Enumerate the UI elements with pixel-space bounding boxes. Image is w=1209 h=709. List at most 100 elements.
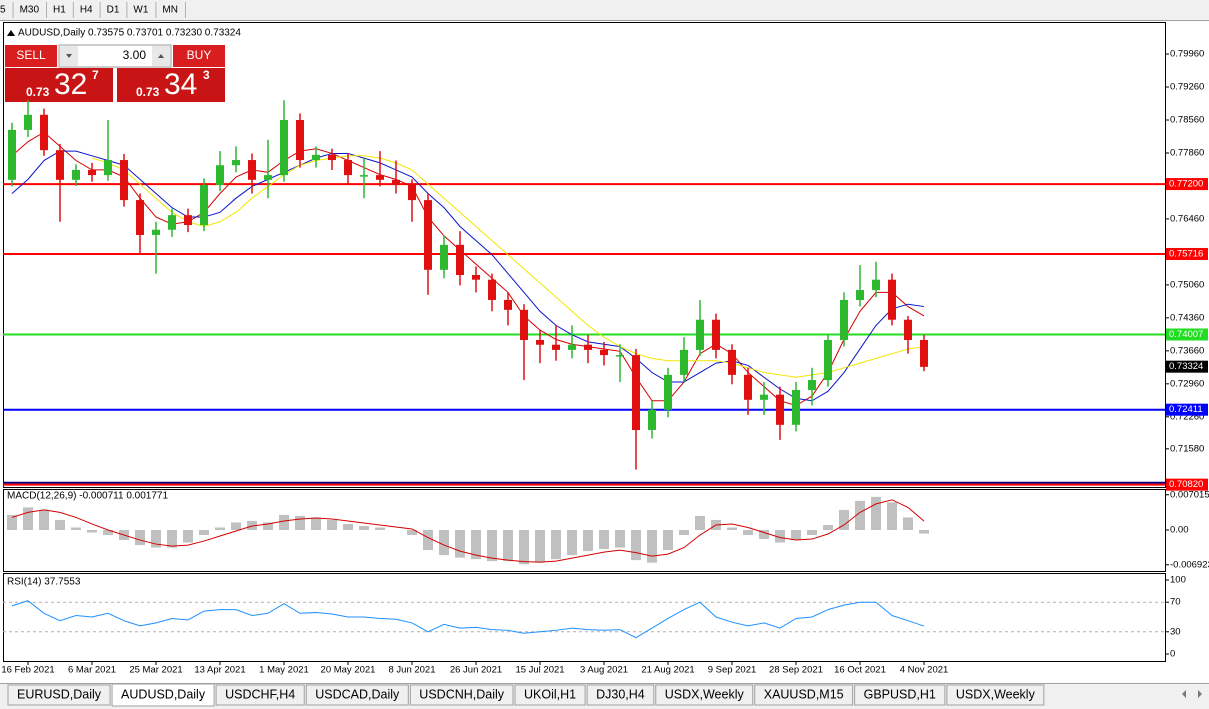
timeframe-button[interactable]: H4: [80, 5, 93, 16]
tab-label[interactable]: AUDUSD,Daily: [121, 687, 206, 701]
tab-label[interactable]: USDCAD,Daily: [315, 687, 400, 701]
tab-label[interactable]: USDCNH,Daily: [419, 687, 504, 701]
y-tick-label: 0.72260: [1170, 411, 1204, 422]
tab[interactable]: [946, 684, 1045, 706]
x-tick-label: 16 Feb 2021: [1, 665, 54, 676]
macd-bar: [503, 530, 513, 562]
macd-bar: [231, 522, 241, 530]
timeframe-button[interactable]: D1: [107, 5, 120, 16]
timeframe-button[interactable]: MN: [162, 5, 178, 16]
macd-bar: [199, 530, 209, 536]
candle-body: [312, 154, 320, 161]
macd-bar: [359, 525, 369, 530]
tab-label[interactable]: XAUUSD,M15: [764, 687, 844, 701]
bid-box[interactable]: [5, 68, 113, 102]
candle-body: [56, 150, 64, 180]
candle-body: [392, 179, 400, 186]
timeframe-button[interactable]: 5: [0, 5, 6, 16]
candle-body: [536, 340, 544, 345]
macd-bar: [519, 530, 529, 565]
buy-button[interactable]: [173, 45, 225, 67]
candle-body: [760, 394, 768, 400]
tab-label[interactable]: USDX,Weekly: [665, 687, 745, 701]
tab[interactable]: [655, 684, 754, 706]
tab-label[interactable]: UKOil,H1: [524, 687, 576, 701]
tab[interactable]: [111, 683, 215, 707]
tab-scroll-left[interactable]: [1182, 690, 1186, 698]
price-level-label: 0.77200: [1169, 179, 1203, 190]
bid-small: 7: [92, 68, 99, 82]
macd-bar: [807, 530, 817, 536]
volume-input[interactable]: [58, 44, 172, 68]
tab[interactable]: [7, 684, 111, 706]
tab-label[interactable]: USDCHF,H4: [225, 687, 295, 701]
candle-body: [744, 374, 752, 400]
y-tick-label: -0.006923: [1170, 559, 1209, 570]
sell-label[interactable]: SELL: [16, 48, 46, 62]
tab[interactable]: [215, 684, 305, 706]
y-tick-label: 0: [1170, 648, 1175, 659]
x-tick-label: 1 May 2021: [259, 665, 309, 676]
tab-label[interactable]: DJ30,H4: [596, 687, 645, 701]
candle-body: [344, 160, 352, 176]
macd-bar: [311, 517, 321, 530]
rsi-pane-frame: [3, 573, 1166, 662]
candle-body: [136, 200, 144, 235]
macd-bar: [615, 530, 625, 548]
volume-value[interactable]: 3.00: [123, 48, 147, 62]
macd-bar: [279, 514, 289, 530]
x-tick-label: 9 Sep 2021: [708, 665, 757, 676]
candle-body: [40, 114, 48, 151]
tab-label[interactable]: EURUSD,Daily: [17, 687, 102, 701]
candle-body: [504, 299, 512, 310]
x-tick-label: 4 Nov 2021: [900, 665, 949, 676]
macd-bar: [135, 530, 145, 546]
tab[interactable]: [854, 684, 946, 706]
moving-average: [11, 150, 925, 402]
timeframe-button[interactable]: H1: [53, 5, 66, 16]
x-tick-label: 15 Jul 2021: [515, 665, 564, 676]
candle-body: [200, 185, 208, 226]
ask-small: 3: [203, 68, 210, 82]
macd-bar: [535, 530, 545, 563]
macd-bar: [39, 509, 49, 530]
macd-bar: [871, 496, 881, 530]
buy-label[interactable]: BUY: [187, 48, 212, 62]
timeframe-button[interactable]: W1: [133, 5, 148, 16]
x-tick-label: 13 Apr 2021: [194, 665, 245, 676]
tab[interactable]: [754, 684, 854, 706]
macd-bar: [887, 502, 897, 530]
macd-bar: [903, 517, 913, 530]
candle-body: [408, 185, 416, 201]
price-level-tag: [1166, 247, 1208, 260]
sell-button[interactable]: [5, 45, 57, 67]
tab[interactable]: [514, 684, 586, 706]
y-tick-label: 0.72960: [1170, 378, 1204, 389]
candle-body: [440, 244, 448, 270]
tab-label[interactable]: USDX,Weekly: [956, 687, 1036, 701]
candle-body: [376, 175, 384, 180]
tab[interactable]: [586, 684, 655, 706]
tab-scroll-right[interactable]: [1198, 690, 1202, 698]
candle-body: [264, 175, 272, 180]
macd-bar: [775, 530, 785, 543]
macd-bar: [55, 519, 65, 530]
price-level-label: 0.70820: [1169, 479, 1203, 490]
ask-box[interactable]: [117, 68, 225, 102]
candle-body: [728, 349, 736, 375]
tab-label[interactable]: GBPUSD,H1: [864, 687, 936, 701]
timeframe-button[interactable]: M30: [20, 5, 40, 16]
candle-body: [664, 374, 672, 410]
x-tick-label: 3 Aug 2021: [580, 665, 628, 676]
collapse-triangle[interactable]: [7, 30, 15, 36]
macd-bar: [343, 523, 353, 530]
candle-body: [360, 175, 368, 177]
candle-body: [808, 380, 816, 390]
macd-bar: [743, 530, 753, 536]
macd-bar: [583, 530, 593, 552]
toolbar: [0, 0, 1209, 20]
tab[interactable]: [409, 684, 514, 706]
rsi-title: RSI(14) 37.7553: [7, 577, 81, 588]
tab[interactable]: [305, 684, 409, 706]
